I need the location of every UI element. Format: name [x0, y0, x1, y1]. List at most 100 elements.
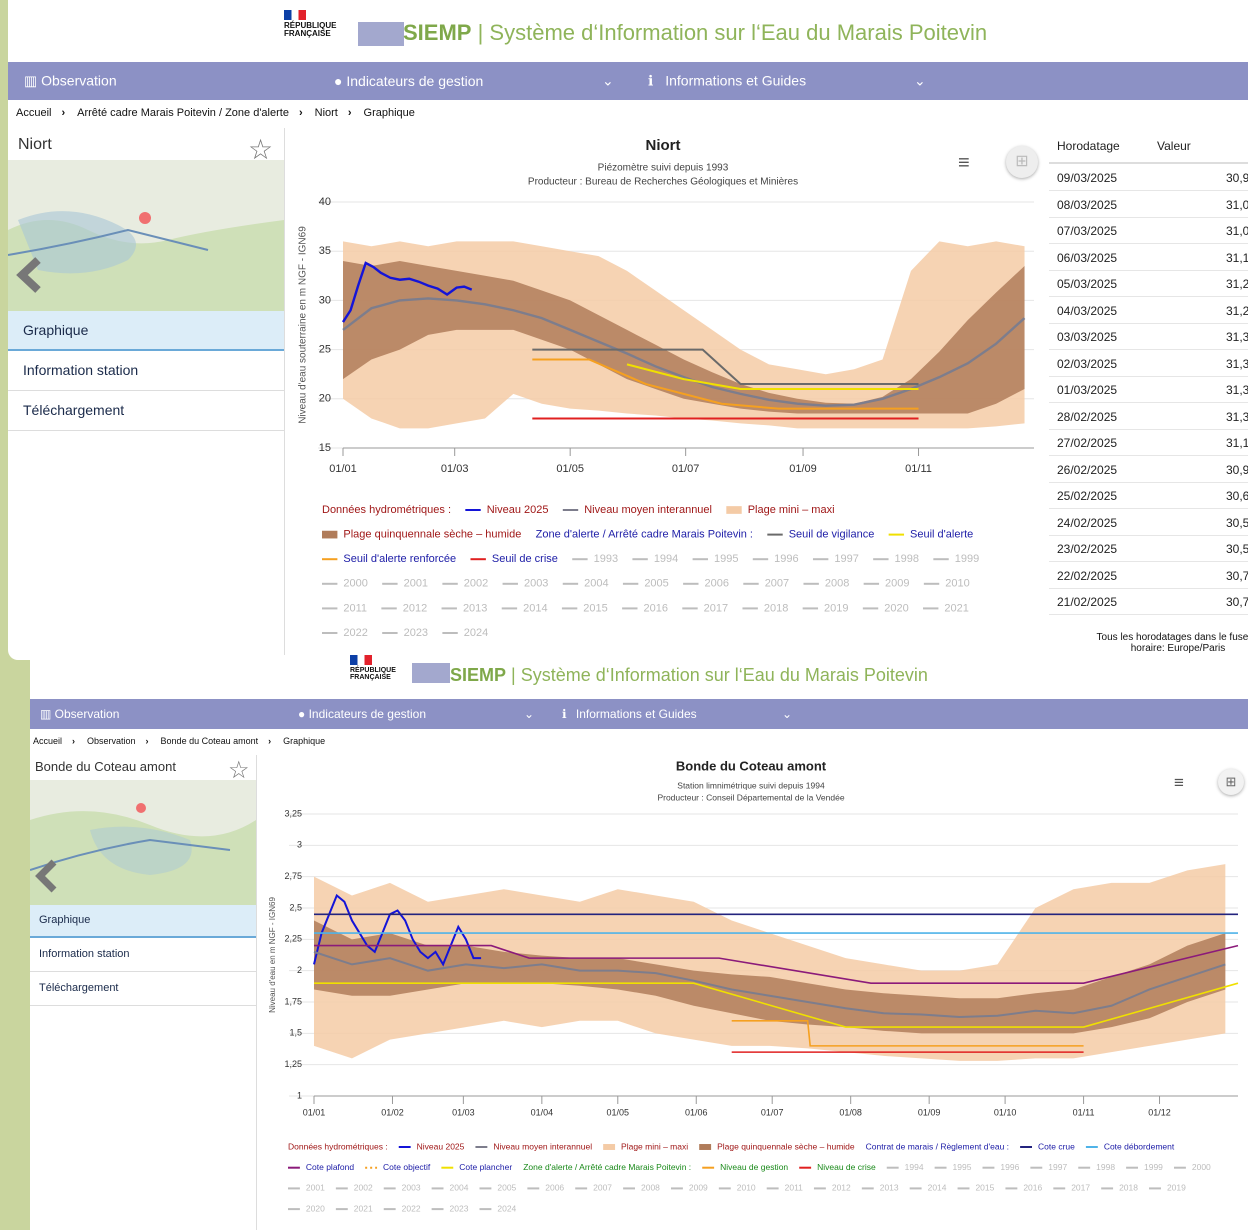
nav-item[interactable]: ● Indicateurs de gestion [334, 73, 484, 89]
legend-label: 2010 [737, 1183, 756, 1193]
nav-label[interactable]: Informations et Guides [575, 707, 697, 721]
table-cell: 30,65 [1225, 489, 1248, 503]
table-cell: 31,07 [1225, 224, 1248, 238]
table-toggle[interactable]: ⊞ [1218, 769, 1244, 795]
y-tick-label: 20 [319, 393, 331, 405]
legend-label: 2016 [643, 602, 667, 614]
legend-label: Plage mini – maxi [621, 1141, 688, 1151]
table-row: 06/03/2025 31,15 [1049, 244, 1248, 271]
table-row: 05/03/2025 31,21 [1049, 270, 1248, 297]
series-line [341, 261, 473, 323]
table-cell: 02/03/2025 [1057, 356, 1118, 371]
table-cell: 22/02/2025 [1057, 568, 1118, 583]
logo-text: RÉPUBLIQUE [284, 21, 337, 30]
nav-item[interactable]: ℹ Informations et Guides [562, 707, 697, 721]
series-line [731, 1020, 1084, 1047]
dropdown-icon[interactable]: ⌄ [524, 707, 535, 721]
breadcrumb: Accueil › Arrêté cadre Marais Poitevin / Z… [16, 107, 415, 119]
table-row: 24/02/2025 30,51 [1049, 509, 1248, 536]
dropdown-icon[interactable]: ⌄ [914, 72, 926, 89]
table-cell: 09/03/2025 [1057, 171, 1118, 185]
legend-symbol [322, 530, 338, 539]
station-name: Niort [18, 136, 52, 153]
legend-label: Plage quinquennale sèche – humide [343, 529, 521, 541]
menu-item[interactable]: Information station [8, 351, 284, 391]
menu-item[interactable]: Graphique [30, 905, 256, 938]
favorite-star[interactable]: ☆ [228, 757, 250, 784]
legend-label: 1999 [1144, 1162, 1163, 1172]
crumb[interactable]: Observation [87, 736, 136, 746]
legend-label: Seuil de crise [492, 553, 558, 565]
nav-label[interactable]: Observation [54, 707, 120, 721]
menu-item[interactable]: Téléchargement [30, 972, 256, 1006]
dropdown-icon[interactable]: ⌄ [782, 707, 793, 721]
table-cell: 01/03/2025 [1057, 383, 1118, 397]
table-toggle[interactable]: ⊞ [1006, 146, 1038, 178]
logo-text: RÉPUBLIQUE [350, 667, 396, 674]
table-cell: 30,92 [1225, 462, 1248, 477]
table-cell: 24/02/2025 [1057, 515, 1118, 530]
y-tick-label: 1 [297, 1090, 302, 1100]
nav-item[interactable]: ℹ Informations et Guides [648, 72, 807, 89]
x-tick-label: 01/11 [1073, 1107, 1095, 1117]
menu-item[interactable]: Information station [30, 938, 256, 972]
x-tick-label: 01/03 [441, 463, 469, 475]
legend-group-title: Zone d'alerte / Arrêté cadre Marais Poit… [536, 529, 753, 541]
nav-label[interactable]: Indicateurs de gestion [346, 73, 484, 89]
legend-label: 2005 [497, 1183, 516, 1193]
nav-label[interactable]: Informations et Guides [665, 72, 807, 89]
y-tick-label: 30 [319, 294, 331, 306]
nav-item[interactable]: ● Indicateurs de gestion [298, 707, 427, 721]
legend-label: 2017 [1071, 1183, 1090, 1193]
legend-label: Plage mini – maxi [748, 504, 835, 516]
legend-label: Cote plafond [306, 1162, 354, 1172]
table-cell: 03/03/2025 [1057, 330, 1118, 344]
logo: RÉPUBLIQUE FRANÇAISE [350, 655, 396, 681]
x-tick-label: 01/07 [672, 463, 700, 475]
crumb[interactable]: Bonde du Coteau amont [160, 736, 259, 746]
nav-label[interactable]: Observation [41, 72, 117, 89]
table-row: 27/02/2025 31,14 [1049, 429, 1248, 456]
map [30, 780, 256, 905]
series-line [314, 982, 1239, 1028]
menu-button[interactable]: ≡ [958, 152, 970, 174]
legend-label: 1993 [594, 553, 618, 565]
legend-label: 2021 [354, 1203, 373, 1213]
table-cell: 30,51 [1225, 515, 1248, 530]
legend-label: Seuil d'alerte renforcée [343, 553, 456, 565]
crumb[interactable]: Niort [314, 107, 338, 119]
table-cell: 30,78 [1225, 595, 1248, 609]
nav-item[interactable]: ▥ Observation [40, 707, 120, 721]
menu-item[interactable]: Téléchargement [8, 391, 284, 431]
favorite-star[interactable]: ☆ [248, 134, 274, 165]
legend-label: 2006 [705, 578, 729, 590]
dropdown-icon[interactable]: ⌄ [602, 72, 614, 89]
legend-label: 2019 [824, 602, 848, 614]
crumb[interactable]: Accueil [33, 736, 63, 746]
table-cell: 06/03/2025 [1057, 250, 1118, 265]
header: RÉPUBLIQUE FRANÇAISE SIEMP | Système d‘In… [30, 655, 1248, 699]
x-tick-label: 01/08 [839, 1107, 862, 1117]
table-cell: 31,32 [1225, 409, 1248, 424]
table-row: 26/02/2025 30,92 [1049, 456, 1248, 483]
table-cell: 31,35 [1225, 330, 1248, 344]
table-cell: 28/02/2025 [1057, 409, 1118, 424]
legend-label: 2009 [885, 578, 909, 590]
menu-item[interactable]: Graphique [8, 311, 284, 351]
logo-text: FRANÇAISE [284, 29, 331, 38]
nav-label[interactable]: Indicateurs de gestion [308, 707, 427, 721]
nav-bar: ▥ Observation ● Indicateurs de gestion ⌄… [30, 699, 1248, 729]
nav-item[interactable]: ▥ Observation [24, 72, 117, 89]
x-tick-label: 01/01 [303, 1107, 326, 1117]
table-cell: 30,72 [1225, 568, 1248, 583]
breadcrumb: Accueil › Observation › Bonde du Coteau amon… [33, 736, 326, 746]
table-row: 25/02/2025 30,65 [1049, 482, 1248, 509]
crumb[interactable]: Accueil [16, 107, 52, 119]
logo: RÉPUBLIQUE FRANÇAISE [284, 10, 336, 38]
brand: SIEMP [450, 665, 507, 685]
table-cell: 25/02/2025 [1057, 489, 1118, 503]
table-header: Horodatage Valeur [1049, 132, 1248, 164]
menu-button[interactable]: ≡ [1174, 773, 1184, 792]
crumb[interactable]: Arrêté cadre Marais Poitevin / Zone d'al… [77, 107, 289, 119]
